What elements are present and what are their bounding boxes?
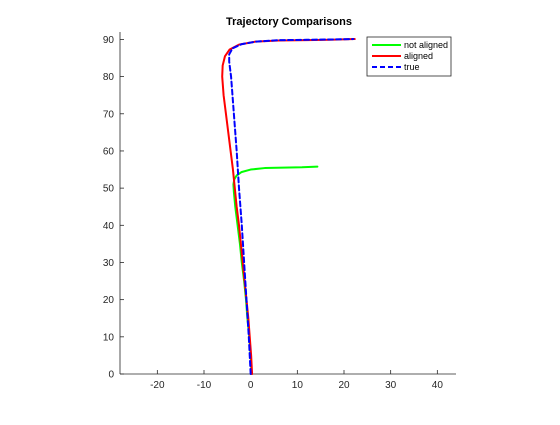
y-tick-label: 70 (103, 109, 115, 120)
y-tick-label: 60 (103, 146, 115, 157)
y-tick-label: 50 (103, 184, 115, 195)
y-tick-label: 0 (108, 370, 114, 381)
series-line-not-aligned (232, 165, 319, 375)
chart-title: Trajectory Comparisons (226, 16, 352, 28)
y-tick-label: 20 (103, 295, 115, 306)
y-tick-label: 80 (103, 72, 115, 83)
y-tick-label: 40 (103, 221, 115, 232)
legend-label: not aligned (404, 40, 448, 50)
x-tick-label: 10 (292, 380, 304, 391)
x-tick-label: 40 (432, 380, 444, 391)
x-tick-label: 0 (248, 380, 254, 391)
legend-label: aligned (404, 51, 433, 61)
y-tick-label: 30 (103, 258, 115, 269)
x-tick-label: 20 (338, 380, 350, 391)
x-tick-label: -10 (197, 380, 212, 391)
y-tick-label: 10 (103, 332, 115, 343)
legend-label: true (404, 62, 420, 72)
series-line-true (228, 38, 355, 375)
y-tick-label: 90 (103, 35, 115, 46)
x-tick-label: 30 (385, 380, 397, 391)
series-line-aligned (221, 38, 356, 375)
axes: -20 -10 0 10 20 30 40 0 10 20 30 40 50 60 70 80 90 (103, 32, 456, 391)
series-lines (221, 38, 356, 375)
x-tick-label: -20 (150, 380, 165, 391)
